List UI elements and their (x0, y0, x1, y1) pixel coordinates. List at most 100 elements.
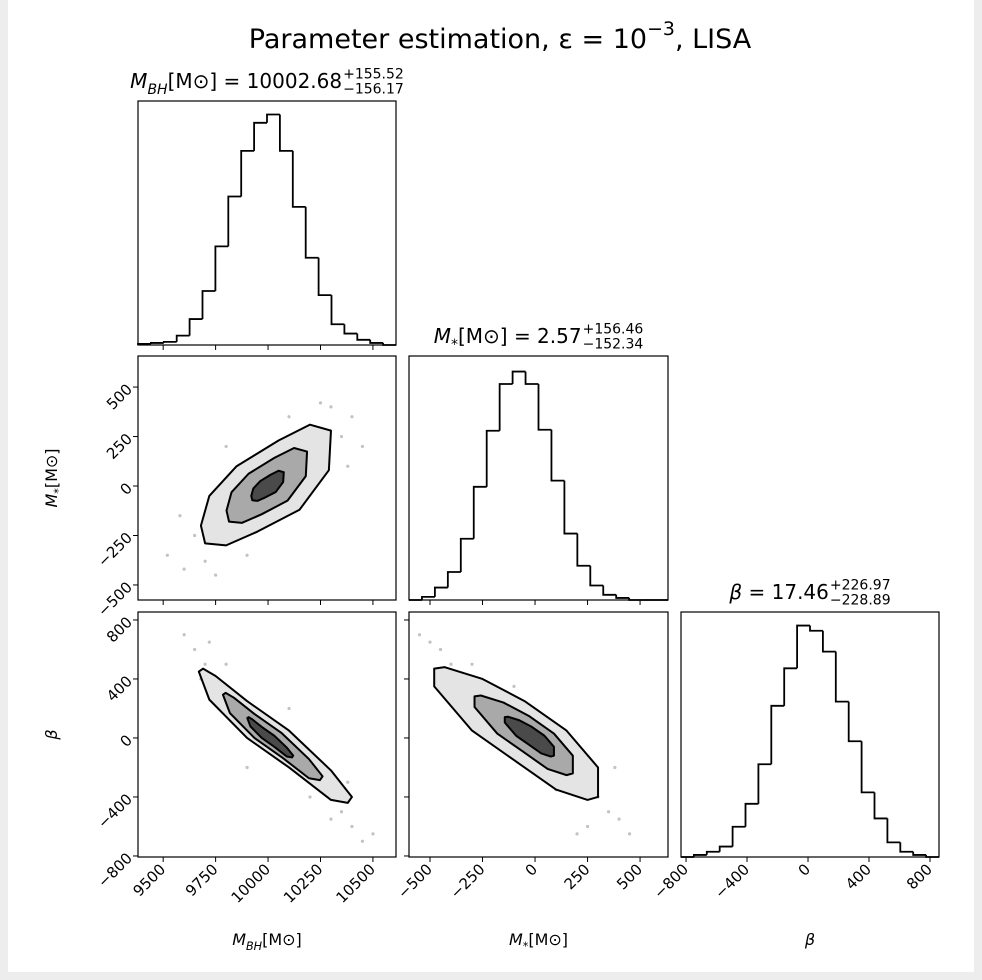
panel-frame (680, 611, 940, 858)
histogram-step (278, 114, 293, 152)
histogram-step (731, 825, 746, 847)
histogram-step (912, 851, 927, 856)
sample-point (512, 684, 516, 688)
contour (250, 469, 285, 502)
label-text: [M⊙] = 10002.68 (168, 69, 343, 93)
histogram-step (886, 818, 901, 844)
y-axis-label-text: M*[M⊙] (42, 448, 65, 507)
sample-point (245, 553, 249, 557)
histogram-step (615, 594, 630, 599)
x-axis-label-text: MBH[M⊙] (232, 930, 302, 953)
histogram-step (369, 339, 384, 344)
sample-point (346, 780, 350, 784)
histogram-step (860, 741, 875, 794)
histogram-step (718, 845, 733, 852)
sample-point (182, 633, 186, 637)
histogram-step (705, 850, 720, 855)
histogram-step (201, 290, 216, 320)
label-text: , LISA (675, 24, 752, 55)
subscript: BH (147, 82, 168, 98)
sample-point (360, 444, 365, 449)
histogram-step (757, 763, 772, 804)
histogram-step (433, 586, 448, 597)
panel-frame (408, 611, 669, 858)
histogram-step (550, 429, 565, 482)
sample-point (329, 817, 333, 821)
histogram-step (214, 245, 229, 292)
sample-point (193, 533, 197, 538)
histogram-step (330, 295, 345, 326)
x-axis-label-text: M*[M⊙] (509, 930, 568, 953)
sample-point (203, 662, 207, 666)
sample-point (350, 415, 354, 419)
y-axis-label-text: β (42, 729, 61, 740)
histogram-step (744, 802, 759, 827)
sample-point (617, 817, 621, 821)
sample-point (627, 832, 632, 836)
panel: M*[M⊙] = 2.57 +156.46−152.34 (408, 321, 669, 605)
label-text: Parameter estimation, ε = 10 (249, 24, 647, 55)
sample-point (449, 662, 453, 666)
panel-title-text: M*[M⊙] = 2.57 (434, 324, 582, 354)
subscript: * (52, 488, 65, 494)
histogram-step (472, 485, 487, 539)
histogram-step (822, 630, 836, 653)
sample-point (245, 765, 249, 770)
sample-point (613, 765, 617, 770)
lower-error: −156.17 (343, 82, 404, 98)
histogram-step (149, 342, 164, 344)
x-axis-label: MBH[M⊙] (232, 930, 302, 953)
sample-point (224, 444, 228, 449)
sample-point (318, 401, 323, 405)
sample-point (417, 633, 422, 637)
histogram-step (873, 792, 888, 820)
histogram-step (589, 565, 604, 587)
symbol: M (42, 494, 61, 508)
symbol: M (232, 930, 246, 949)
sample-point (193, 647, 197, 652)
histogram-step (847, 701, 862, 743)
histogram-step (266, 113, 280, 123)
panel-frame (137, 100, 397, 346)
histogram-step (498, 383, 513, 431)
sample-point (339, 810, 344, 814)
subscript: * (451, 337, 458, 353)
sample-point (308, 795, 312, 799)
histogram-step (291, 150, 306, 208)
sample-point (585, 824, 590, 829)
histogram-step (693, 854, 707, 857)
symbol: β (804, 930, 815, 949)
histogram-step (485, 429, 500, 487)
histogram-step (537, 384, 552, 431)
histogram-step (602, 585, 617, 596)
panel-title: MBH[M⊙] = 10002.68 +155.52−156.17 (130, 66, 404, 98)
histogram-step (188, 318, 203, 336)
histogram-step (304, 206, 319, 259)
histogram-step (576, 533, 591, 567)
symbol: M (434, 324, 451, 348)
sample-point (606, 810, 611, 814)
sample-point (371, 832, 375, 836)
sample-point (214, 573, 218, 577)
label-text: [M⊙] (42, 448, 61, 488)
label-text: [M⊙] = 2.57 (458, 324, 582, 348)
panel-title: β = 17.46 +226.97−228.89 (728, 577, 890, 608)
histogram-step (175, 334, 190, 342)
symbol: β (728, 580, 742, 604)
sample-point (182, 567, 186, 571)
subscript: BH (246, 940, 263, 953)
sample-point (203, 559, 207, 563)
sample-point (339, 434, 344, 439)
upper-error: +156.46 (583, 321, 644, 337)
lower-error: −152.34 (583, 337, 644, 353)
sample-point (165, 553, 169, 557)
figure-background (8, 0, 974, 972)
y-axis-label: M*[M⊙] (42, 448, 65, 507)
panel-frame (408, 355, 669, 601)
histogram-step (356, 333, 371, 341)
histogram-step (240, 149, 255, 197)
histogram-step (162, 340, 177, 343)
chart-title-text: Parameter estimation, ε = 10−3, LISA (249, 18, 752, 55)
